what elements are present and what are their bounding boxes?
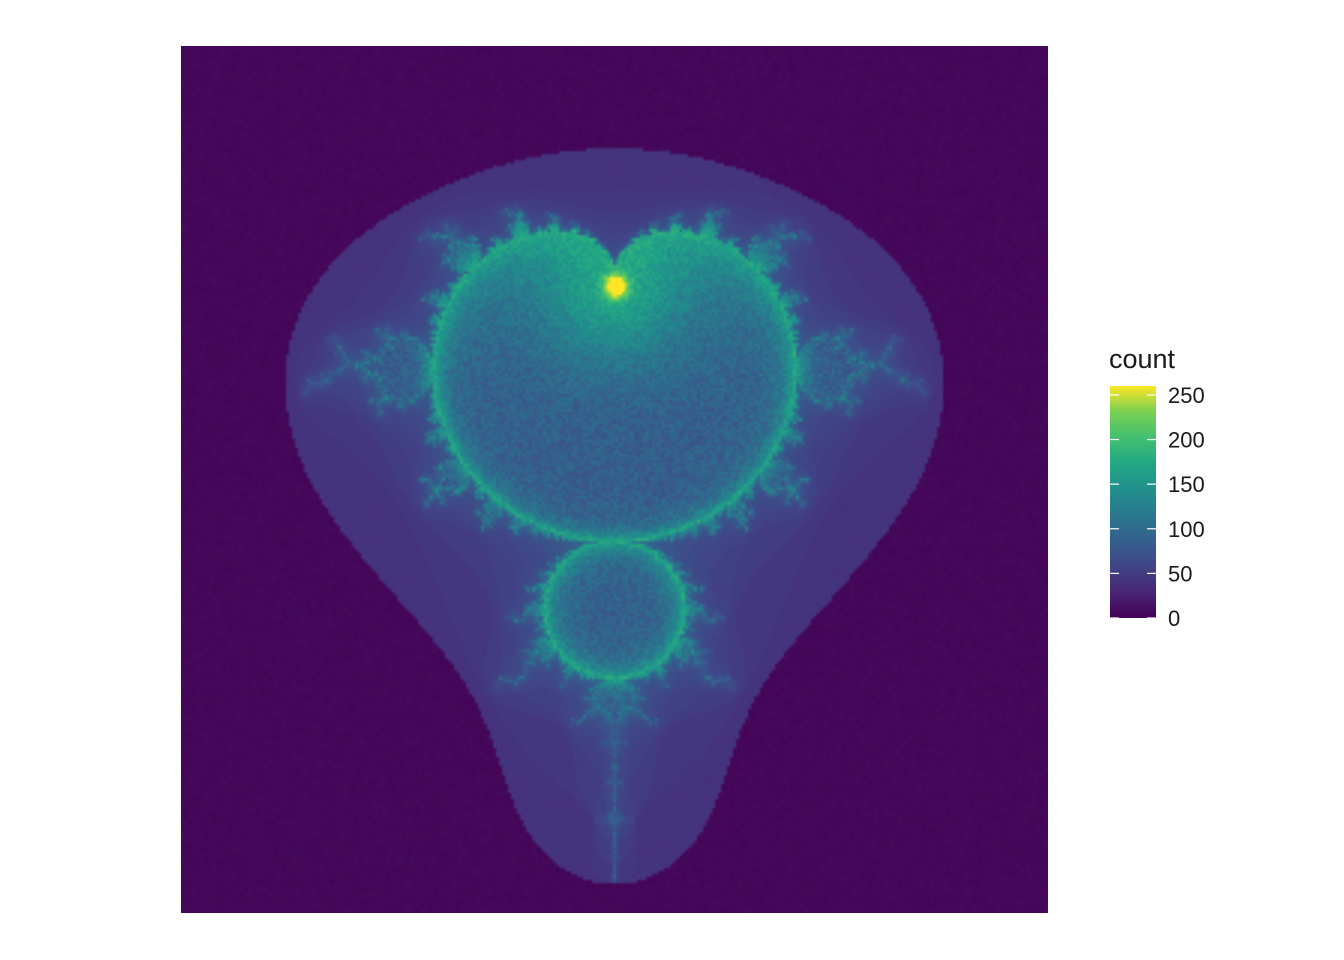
colorbar-tick-label: 50: [1168, 561, 1192, 586]
colorbar: 0 50 100 150 200 250: [1110, 383, 1205, 631]
colorbar-gradient: [1110, 386, 1156, 618]
heatmap-panel: [181, 46, 1048, 913]
colorbar-tick-label: 100: [1168, 517, 1205, 542]
heatmap-canvas: [181, 46, 1048, 913]
colorbar-legend: count 0 50 100 150 200 250: [1108, 344, 1248, 634]
legend-title: count: [1109, 344, 1176, 374]
colorbar-tick-label: 200: [1168, 428, 1205, 453]
colorbar-tick-label: 150: [1168, 472, 1205, 497]
colorbar-tick-label: 0: [1168, 606, 1180, 631]
colorbar-tick-label: 250: [1168, 383, 1205, 408]
